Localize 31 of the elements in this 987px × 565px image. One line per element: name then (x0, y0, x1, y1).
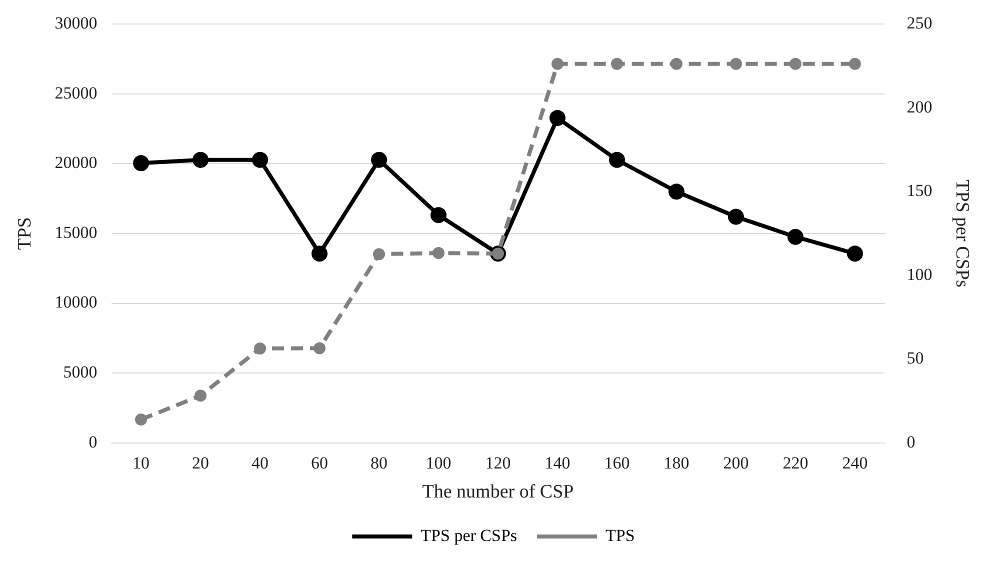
x-tick-label: 220 (782, 453, 808, 472)
x-tick-label: 200 (723, 453, 749, 472)
x-tick-label: 100 (426, 453, 452, 472)
y2-tick-label: 100 (906, 264, 932, 284)
x-axis-title: The number of CSP (422, 482, 574, 503)
y2-axis-title: TPS per CSPs (952, 180, 973, 288)
y2-tick-label: 50 (906, 348, 924, 368)
y2-tick-label: 150 (906, 181, 932, 200)
y-tick-label: 0 (88, 432, 98, 452)
x-tick-label: 120 (485, 453, 511, 472)
y-tick-label: 25000 (54, 83, 98, 102)
y2-tick-label: 200 (906, 97, 932, 116)
y-tick-label: 15000 (54, 222, 98, 242)
x-tick-label: 160 (604, 453, 630, 472)
y2-tick-label: 0 (906, 432, 916, 452)
x-tick-label: 10 (132, 453, 150, 472)
x-tick-label: 140 (544, 453, 570, 472)
legend-label: TPS (606, 526, 635, 545)
x-tick-label: 180 (664, 453, 690, 472)
y-tick-label: 10000 (54, 292, 98, 312)
x-tick-label: 60 (311, 453, 328, 472)
y-tick-label: 5000 (63, 362, 98, 382)
y-tick-label: 20000 (54, 153, 98, 172)
x-tick-label: 40 (252, 453, 269, 472)
y-axis-title: TPS (14, 217, 36, 250)
y-tick-label: 30000 (54, 14, 98, 33)
x-tick-label: 20 (192, 453, 210, 472)
x-tick-label: 240 (842, 453, 868, 472)
y2-tick-label: 250 (906, 14, 932, 33)
x-tick-label: 80 (370, 453, 388, 472)
legend-label: TPS per CSPs (420, 526, 518, 545)
